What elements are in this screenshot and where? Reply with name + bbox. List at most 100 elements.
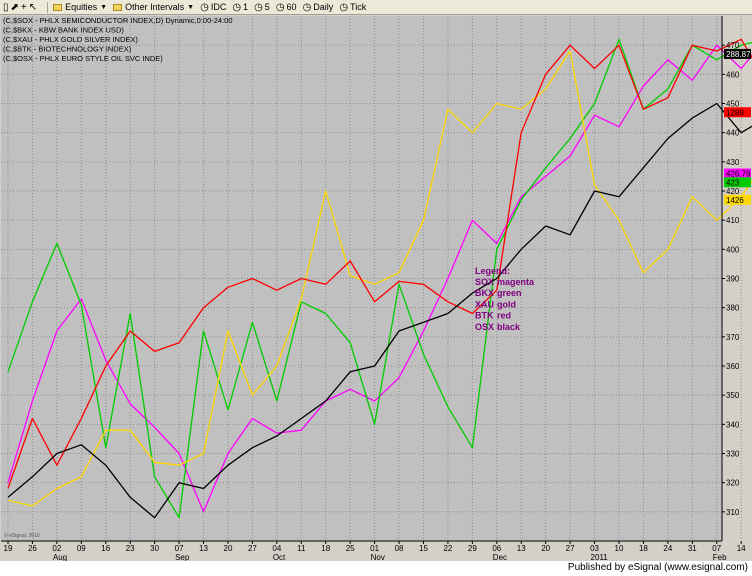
y-tick-label: 460 xyxy=(726,70,740,79)
x-axis: 19 26 02 09 16 23 30 07 13 20 27 04 11 18 25 01 08 15 22 29… xyxy=(1,540,746,562)
series-line-bkx xyxy=(7,38,752,519)
legend-color-name: red xyxy=(497,311,511,321)
x-tick-label: 10 xyxy=(615,544,624,553)
month-label: Sep xyxy=(175,553,190,561)
legend-title: Legend: xyxy=(475,266,510,276)
x-tick-label: 09 xyxy=(77,544,86,553)
clock-icon: ◷ xyxy=(200,1,209,13)
y-tick-label: 310 xyxy=(726,508,740,517)
series-line-osx xyxy=(7,102,752,519)
clock-icon: ◷ xyxy=(232,1,242,13)
x-tick-label: 02 xyxy=(52,544,61,553)
y-tick-label: 430 xyxy=(726,158,740,167)
symbol-label: (C,$SOX - PHLX SEMICONDUCTOR INDEX,D) Dy… xyxy=(3,16,233,25)
clock-icon: ◷ xyxy=(339,1,349,13)
folder-icon xyxy=(53,3,63,11)
month-label: Aug xyxy=(53,553,67,561)
last-value-box xyxy=(724,107,751,118)
y-tick-label: 400 xyxy=(726,245,740,254)
y-tick-label: 390 xyxy=(726,275,740,284)
equities-label: Equities xyxy=(65,2,98,12)
watermark: © eSignal, 2010 xyxy=(4,532,40,539)
price-chart[interactable]: (C,$SOX - PHLX SEMICONDUCTOR INDEX,D) Dy… xyxy=(0,15,752,562)
interval-5-button[interactable]: ◷ 5 xyxy=(254,2,270,13)
x-tick-label: 30 xyxy=(150,544,159,553)
last-value-text: 288.87 xyxy=(726,50,751,59)
last-value-text: 423 xyxy=(726,178,740,187)
equities-dropdown[interactable]: Equities ▼ xyxy=(53,2,107,12)
y-tick-label: 410 xyxy=(726,216,740,225)
folder-icon xyxy=(113,3,123,11)
chevron-down-icon: ▼ xyxy=(187,3,195,11)
y-tick-label: 340 xyxy=(726,420,740,429)
symbol-list: (C,$SOX - PHLX SEMICONDUCTOR INDEX,D) Dy… xyxy=(3,16,233,63)
interval-tick-button[interactable]: ◷ Tick xyxy=(339,2,366,13)
clock-icon: ◷ xyxy=(302,1,312,13)
y-tick-label: 330 xyxy=(726,450,740,459)
chart-area[interactable]: (C,$SOX - PHLX SEMICONDUCTOR INDEX,D) Dy… xyxy=(0,15,752,566)
month-label: Dec xyxy=(493,553,507,561)
idc-button[interactable]: ◷ IDC xyxy=(200,2,226,13)
interval-tick-label: Tick xyxy=(350,2,367,12)
intervals-dropdown[interactable]: Other Intervals ▼ xyxy=(113,2,194,12)
x-tick-label: 22 xyxy=(443,544,452,553)
idc-label: IDC xyxy=(210,2,227,12)
x-tick-label: 16 xyxy=(101,544,110,553)
x-tick-label: 03 xyxy=(590,544,599,553)
x-tick-label: 15 xyxy=(419,544,428,553)
clock-icon: ◷ xyxy=(254,1,263,13)
interval-1-button[interactable]: ◷ 1 xyxy=(232,2,248,13)
legend-color-name: magenta xyxy=(497,277,535,287)
y-tick-label: 450 xyxy=(726,100,740,109)
symbol-label: (C,$BTK - BIOTECHNOLOGY INDEX) xyxy=(3,45,132,54)
x-tick-label: 01 xyxy=(370,544,379,553)
symbol-label: (C,$BKX - KBW BANK INDEX USD) xyxy=(3,26,124,35)
legend-code: BTK xyxy=(475,311,494,321)
x-tick-label: 13 xyxy=(199,544,208,553)
arrow-icon: ⬈ xyxy=(10,1,19,13)
interval-daily-button[interactable]: ◷ Daily xyxy=(303,2,334,13)
toolbar: ▯ ⬈ + ↖ Equities ▼ Other Intervals ▼ ◷ I… xyxy=(0,0,752,15)
x-tick-label: 06 xyxy=(492,544,501,553)
x-tick-label: 04 xyxy=(272,544,281,553)
y-tick-label: 420 xyxy=(726,187,740,196)
month-label: 2011 xyxy=(591,553,609,561)
x-tick-label: 27 xyxy=(248,544,257,553)
interval-60-button[interactable]: ◷ 60 xyxy=(276,2,297,13)
x-tick-label: 24 xyxy=(663,544,672,553)
published-by-text: Published by eSignal (www.esignal.com) xyxy=(567,562,748,573)
y-tick-label: 370 xyxy=(726,333,740,342)
symbol-label: (C,$OSX - PHLX EURO STYLE OIL SVC INDE) xyxy=(3,54,163,63)
x-tick-label: 08 xyxy=(395,544,404,553)
series-group xyxy=(7,38,752,519)
legend-color-name: green xyxy=(497,288,522,298)
month-label: Feb xyxy=(713,553,727,561)
interval-60-label: 60 xyxy=(286,2,297,12)
x-tick-label: 31 xyxy=(688,544,697,553)
intervals-label: Other Intervals xyxy=(125,2,185,12)
x-tick-label: 11 xyxy=(297,544,306,553)
x-tick-label: 29 xyxy=(468,544,477,553)
legend-code: SOX xyxy=(475,277,494,287)
last-value-text: 1289 xyxy=(726,108,744,117)
last-value-text: 426.79 xyxy=(726,170,751,179)
last-value-text: 1426 xyxy=(726,196,744,205)
toolbar-divider xyxy=(47,1,49,13)
last-value-box xyxy=(724,194,751,205)
month-label: Oct xyxy=(273,553,286,561)
x-tick-label: 18 xyxy=(321,544,330,553)
legend-code: BKX xyxy=(475,288,494,298)
y-tick-label: 440 xyxy=(726,129,740,138)
interval-5-label: 5 xyxy=(264,2,270,12)
legend-color-name: gold xyxy=(497,299,516,309)
series-line-btk xyxy=(7,38,752,489)
toolbar-group-tools[interactable]: ▯ ⬈ + ↖ xyxy=(3,2,39,13)
x-tick-label: 25 xyxy=(346,544,355,553)
pointer-icon: ↖ xyxy=(28,1,38,13)
x-tick-label: 20 xyxy=(541,544,550,553)
x-tick-label: 14 xyxy=(737,544,746,553)
x-tick-label: 13 xyxy=(517,544,526,553)
x-tick-label: 26 xyxy=(28,544,37,553)
